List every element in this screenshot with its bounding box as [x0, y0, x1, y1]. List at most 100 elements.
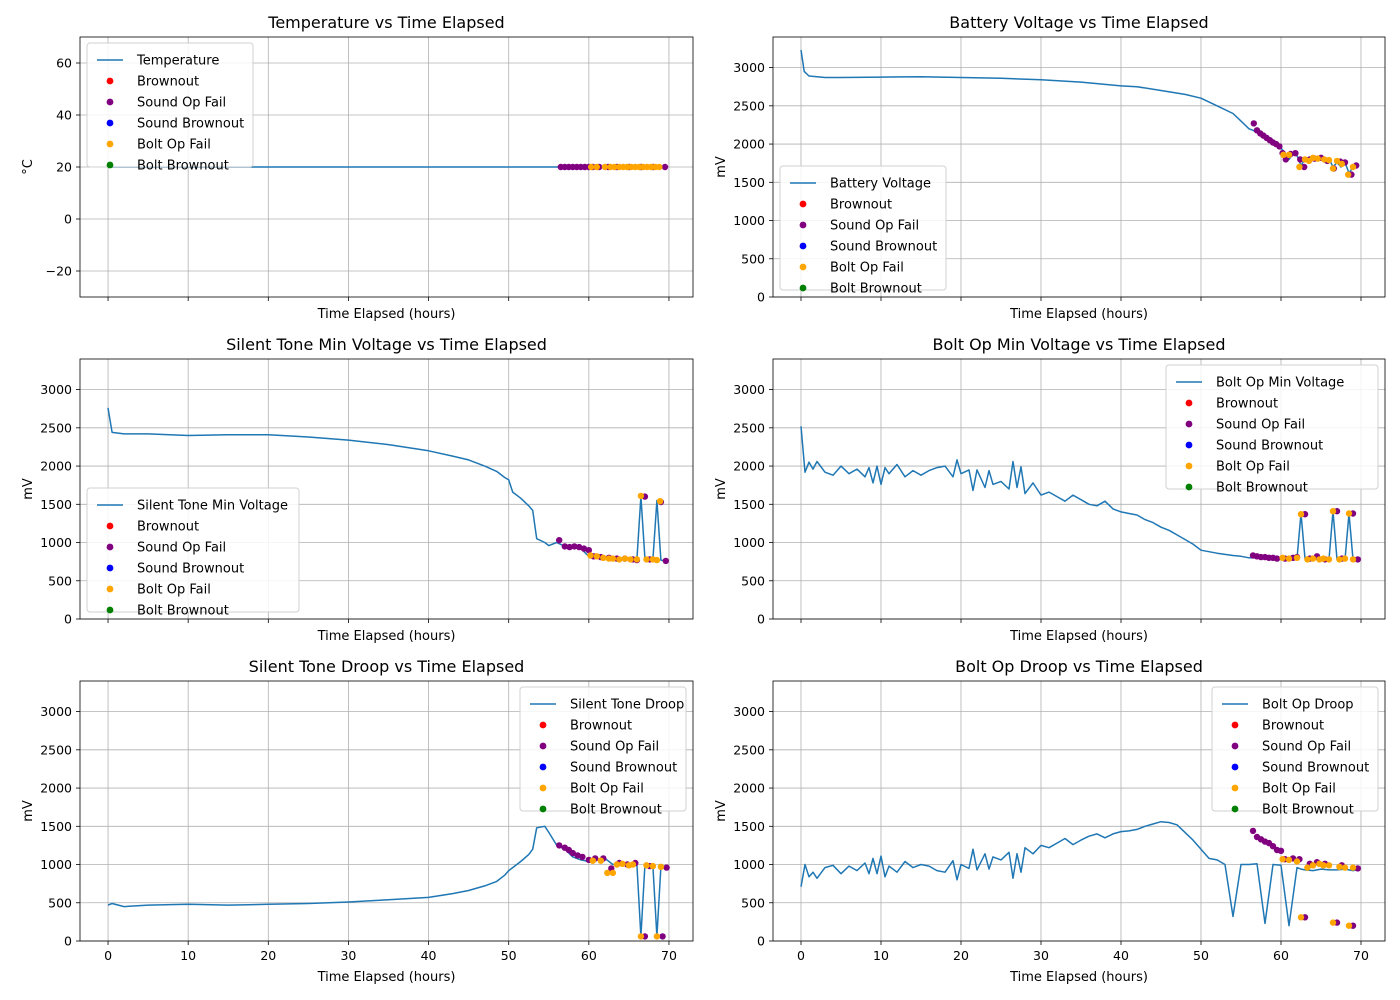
- x-axis-label: Time Elapsed (hours): [317, 970, 456, 985]
- y-tick-label: 20: [56, 160, 72, 175]
- y-axis-label: mV: [21, 800, 36, 822]
- event-point-sound-op-fail: [580, 545, 588, 552]
- y-tick-label: 0: [757, 934, 765, 949]
- legend-label: Brownout: [1216, 397, 1278, 412]
- x-tick-label: 50: [1193, 948, 1209, 963]
- legend-label: Bolt Op Fail: [137, 583, 211, 598]
- legend-label: Bolt Op Fail: [830, 261, 904, 276]
- legend-marker-brownout: [1231, 721, 1239, 729]
- legend-marker-bolt-op-fail: [106, 585, 114, 593]
- legend-label: Silent Tone Min Voltage: [137, 499, 288, 514]
- legend-box: [779, 165, 947, 291]
- x-tick-label: 60: [1273, 948, 1289, 963]
- event-point-sound-op-fail: [585, 547, 592, 554]
- x-tick-label: 30: [340, 948, 356, 963]
- y-tick-label: 0: [64, 612, 72, 627]
- y-tick-label: 2500: [40, 742, 72, 757]
- legend-label: Bolt Op Min Voltage: [1216, 376, 1344, 391]
- event-point-bolt-op-fail: [1280, 151, 1287, 158]
- axes-frame: [79, 680, 694, 942]
- event-point-bolt-op-fail: [613, 861, 621, 868]
- y-tick-label: 3000: [40, 704, 72, 719]
- x-tick-label: 50: [501, 948, 517, 963]
- subplot-temperature: −20 0 20 40 60 Temperature vs Time Elapsed Tim…: [21, 13, 694, 322]
- y-tick-label: 500: [48, 573, 72, 588]
- legend-marker-sound-op-fail: [106, 543, 114, 551]
- legend-label: Bolt Op Fail: [570, 782, 644, 797]
- legend-label: Bolt Op Fail: [1216, 460, 1290, 475]
- y-tick-label: 1000: [40, 535, 72, 550]
- y-tick-label: 1500: [733, 175, 765, 190]
- event-point-bolt-op-fail: [609, 555, 617, 562]
- y-tick-label: 0: [64, 934, 72, 949]
- x-tick-label: 40: [421, 948, 437, 963]
- legend-marker-sound-op-fail: [1185, 420, 1193, 428]
- y-tick-label: 2500: [733, 742, 765, 757]
- chart-title: Silent Tone Droop vs Time Elapsed: [249, 657, 525, 676]
- chart-title: Bolt Op Droop vs Time Elapsed: [955, 657, 1203, 676]
- legend: Temperature Brownout Sound Op Fail Sound Br…: [86, 42, 254, 174]
- event-point-bolt-op-fail: [1304, 556, 1311, 563]
- event-point-sound-op-fail: [1273, 555, 1281, 562]
- event-point-bolt-op-fail: [1279, 554, 1286, 561]
- legend-label: Bolt Brownout: [1216, 481, 1308, 496]
- legend-label: Brownout: [137, 520, 199, 535]
- x-axis-label: Time Elapsed (hours): [1009, 307, 1148, 322]
- legend-marker-brownout: [799, 200, 807, 208]
- event-point-sound-op-fail: [556, 842, 563, 849]
- y-tick-label: 1000: [733, 857, 765, 872]
- y-tick-label: 1500: [40, 497, 72, 512]
- x-tick-label: 10: [873, 948, 889, 963]
- y-tick-label: 2500: [733, 420, 765, 435]
- x-tick-label: 40: [1113, 948, 1129, 963]
- x-tick-label: 60: [581, 948, 597, 963]
- legend-marker-sound-brownout: [1185, 441, 1193, 449]
- y-tick-label: 2000: [733, 459, 765, 474]
- legend-box: [1165, 364, 1379, 490]
- legend-marker-bolt-brownout: [106, 606, 114, 614]
- event-point-sound-op-fail: [571, 543, 578, 550]
- event-point-bolt-op-fail: [1325, 156, 1333, 164]
- event-point-bolt-op-fail: [1349, 556, 1357, 563]
- event-point-sound-op-fail: [1250, 120, 1258, 127]
- event-point-bolt-op-fail: [1333, 157, 1341, 165]
- subplot-bolt_op_min_voltage: 0 500 1000 1500 2000 2500 3000 Bolt Op Min Volt…: [714, 335, 1386, 644]
- legend-marker-bolt-brownout: [106, 161, 114, 169]
- y-tick-label: 1000: [40, 857, 72, 872]
- x-tick-label: 10: [180, 948, 196, 963]
- legend-label: Silent Tone Droop: [570, 698, 684, 713]
- legend-label: Bolt Op Fail: [1262, 782, 1336, 797]
- x-tick-label: 0: [797, 948, 805, 963]
- y-tick-label: 3000: [733, 382, 765, 397]
- event-point-bolt-op-fail: [1336, 556, 1343, 563]
- event-point-bolt-op-fail: [1309, 154, 1317, 161]
- event-point-bolt-op-fail: [1285, 151, 1293, 158]
- legend-label: Sound Brownout: [570, 761, 677, 776]
- legend-label: Brownout: [570, 719, 632, 734]
- event-point-bolt-op-fail: [1309, 862, 1317, 869]
- x-tick-label: 0: [104, 948, 112, 963]
- event-point-bolt-op-fail: [619, 860, 626, 867]
- series-line-bolt_op_droop: [800, 820, 1358, 927]
- legend-marker-brownout: [106, 522, 114, 530]
- axes-frame: [79, 358, 694, 620]
- legend-label: Sound Brownout: [137, 117, 244, 132]
- legend-marker-bolt-op-fail: [1185, 462, 1193, 470]
- y-tick-label: 1500: [733, 497, 765, 512]
- legend-label: Sound Op Fail: [137, 96, 226, 111]
- legend-label: Brownout: [1262, 719, 1324, 734]
- legend-label: Brownout: [137, 75, 199, 90]
- legend-label: Sound Op Fail: [137, 541, 226, 556]
- axes-frame: [79, 36, 694, 298]
- chart-title: Silent Tone Min Voltage vs Time Elapsed: [226, 335, 547, 354]
- axes-frame: [772, 680, 1386, 942]
- y-tick-label: 0: [757, 612, 765, 627]
- axes-frame: [772, 36, 1386, 298]
- event-point-bolt-op-fail: [1345, 171, 1352, 178]
- legend-label: Sound Op Fail: [1216, 418, 1305, 433]
- y-tick-label: 3000: [733, 60, 765, 75]
- legend-marker-bolt-brownout: [799, 284, 807, 292]
- event-point-bolt-op-fail: [1285, 555, 1293, 562]
- x-axis-label: Time Elapsed (hours): [317, 307, 456, 322]
